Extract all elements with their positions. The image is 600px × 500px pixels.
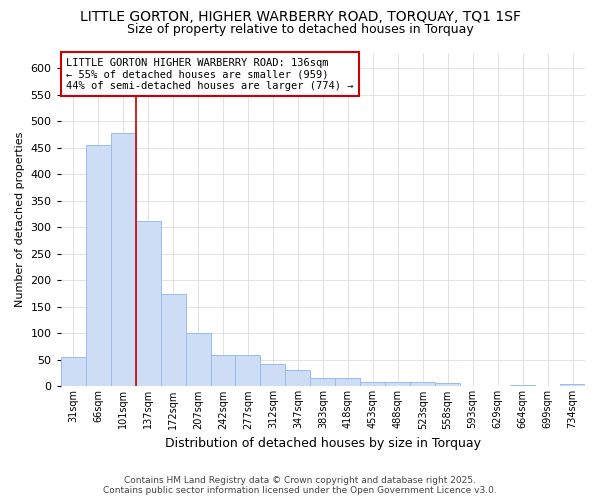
- Text: LITTLE GORTON, HIGHER WARBERRY ROAD, TORQUAY, TQ1 1SF: LITTLE GORTON, HIGHER WARBERRY ROAD, TOR…: [79, 10, 521, 24]
- Text: Contains HM Land Registry data © Crown copyright and database right 2025.
Contai: Contains HM Land Registry data © Crown c…: [103, 476, 497, 495]
- Bar: [211, 355, 235, 386]
- Bar: [286, 370, 310, 386]
- X-axis label: Distribution of detached houses by size in Torquay: Distribution of detached houses by size …: [165, 437, 481, 450]
- Bar: [310, 378, 335, 386]
- Bar: [410, 382, 435, 386]
- Bar: [260, 364, 286, 386]
- Bar: [560, 384, 585, 386]
- Bar: [185, 334, 211, 386]
- Bar: [385, 382, 410, 386]
- Bar: [235, 355, 260, 386]
- Text: LITTLE GORTON HIGHER WARBERRY ROAD: 136sqm
← 55% of detached houses are smaller : LITTLE GORTON HIGHER WARBERRY ROAD: 136s…: [66, 58, 353, 90]
- Y-axis label: Number of detached properties: Number of detached properties: [15, 132, 25, 307]
- Bar: [61, 357, 86, 386]
- Bar: [435, 382, 460, 386]
- Bar: [161, 294, 185, 386]
- Bar: [110, 133, 136, 386]
- Bar: [361, 382, 385, 386]
- Bar: [86, 144, 110, 386]
- Bar: [136, 221, 161, 386]
- Text: Size of property relative to detached houses in Torquay: Size of property relative to detached ho…: [127, 22, 473, 36]
- Bar: [335, 378, 361, 386]
